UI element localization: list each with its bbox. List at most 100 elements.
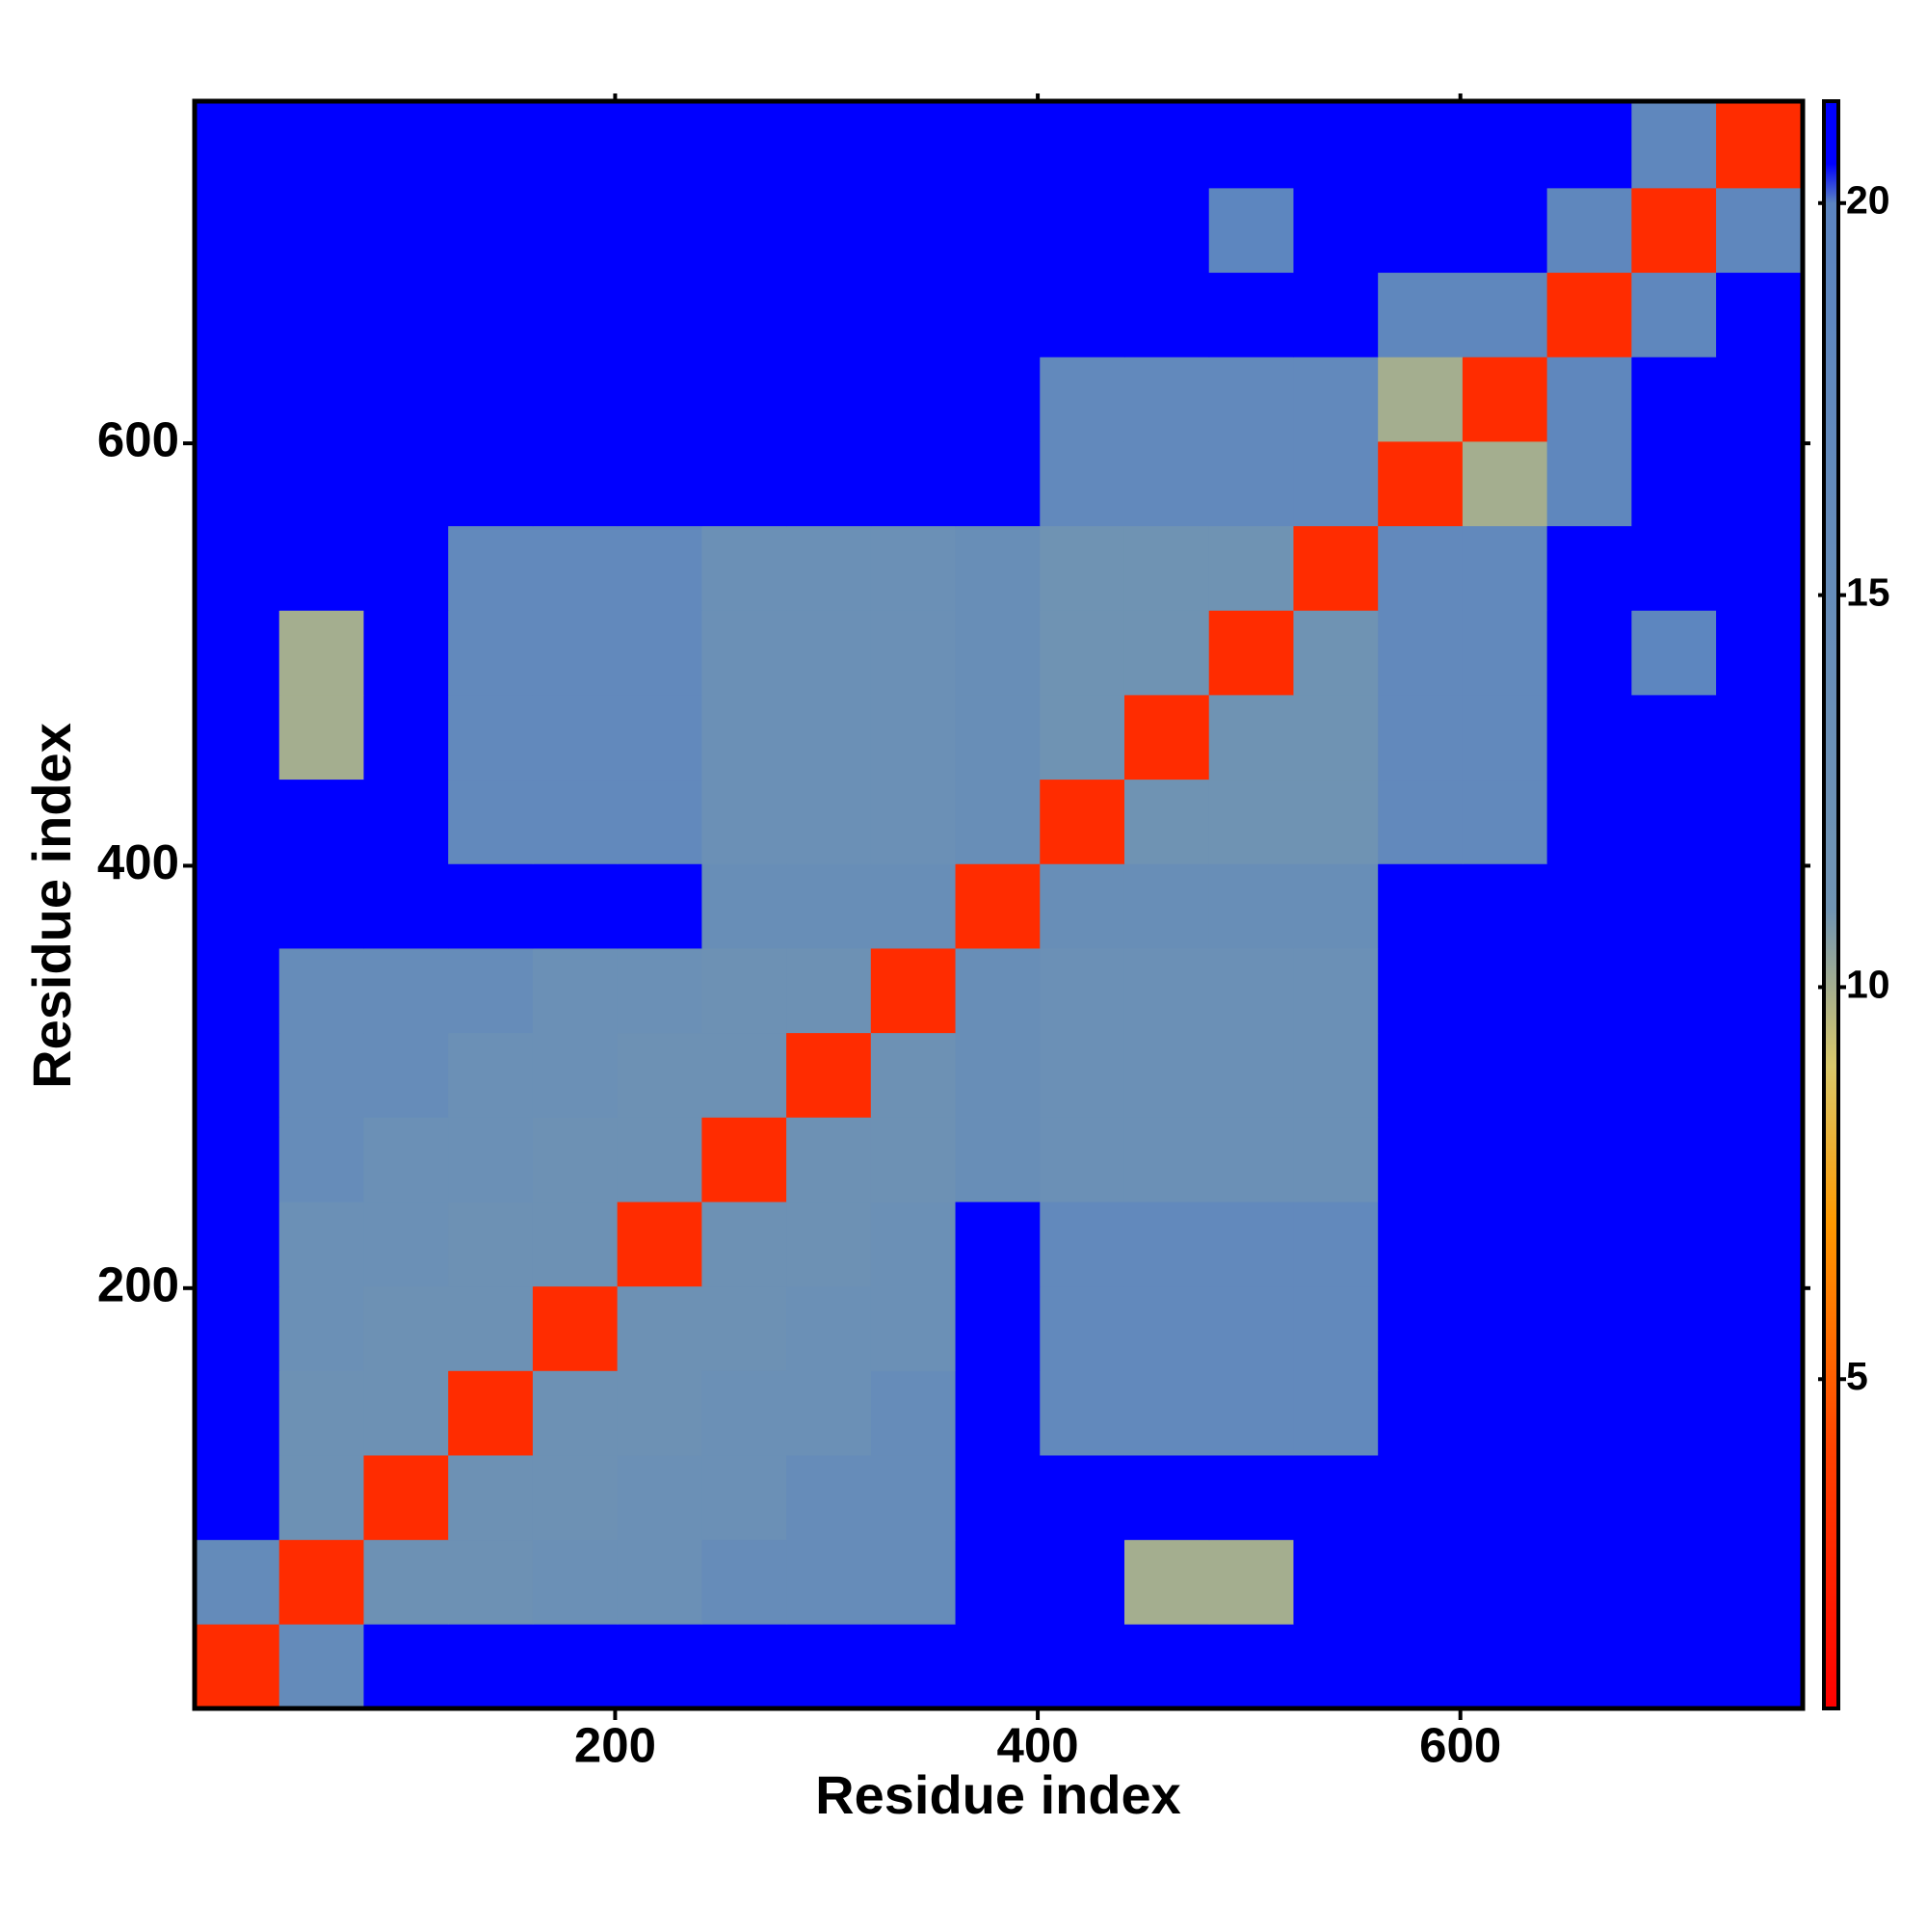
heatmap-cell <box>1546 187 1632 274</box>
heatmap-cell <box>955 1117 1041 1203</box>
heatmap-cell <box>1123 1624 1210 1709</box>
heatmap-cell <box>1631 1370 1717 1456</box>
heatmap-cell <box>1040 187 1125 274</box>
heatmap-cell <box>1208 610 1294 696</box>
heatmap-cell <box>1123 103 1210 189</box>
heatmap-cell <box>1040 694 1125 781</box>
heatmap-cell <box>870 187 957 274</box>
heatmap-cell <box>1208 1370 1294 1456</box>
heatmap-cell <box>870 272 957 357</box>
heatmap-cell <box>1123 187 1210 274</box>
heatmap-cell <box>1716 1539 1802 1625</box>
heatmap-cell <box>1716 779 1802 864</box>
heatmap-cell <box>532 1454 619 1541</box>
colorbar-tick-label: 5 <box>1846 1354 1868 1398</box>
heatmap-cell <box>363 779 449 864</box>
heatmap-cell <box>278 694 364 781</box>
heatmap-cell <box>1716 1454 1802 1541</box>
heatmap-cell <box>532 187 619 274</box>
heatmap-cell <box>195 694 280 781</box>
heatmap-cell <box>1462 863 1548 949</box>
heatmap-cell <box>1462 1454 1548 1541</box>
heatmap-cell <box>701 1285 787 1371</box>
heatmap-cell <box>1293 1201 1379 1287</box>
heatmap-cell <box>1123 1539 1210 1625</box>
heatmap-cell <box>1462 1201 1548 1287</box>
heatmap-cell <box>955 1539 1041 1625</box>
heatmap-cell <box>870 779 957 864</box>
heatmap-cell <box>701 1454 787 1541</box>
heatmap-cell <box>278 779 364 864</box>
heatmap-cell <box>448 1539 534 1625</box>
heatmap-cell <box>1716 610 1802 696</box>
heatmap-cell <box>448 1370 534 1456</box>
heatmap-cell <box>617 525 702 611</box>
heatmap-cell <box>1040 1624 1125 1709</box>
heatmap-cell <box>1208 440 1294 527</box>
heatmap-cell <box>1040 357 1125 442</box>
heatmap-cell <box>870 863 957 949</box>
heatmap-cell <box>1208 357 1294 442</box>
heatmap-cell <box>955 103 1041 189</box>
heatmap-cell <box>870 103 957 189</box>
heatmap-cell <box>195 1032 280 1118</box>
heatmap-cell <box>1462 1370 1548 1456</box>
heatmap-cell <box>278 272 364 357</box>
colorbar <box>1822 99 1840 1710</box>
heatmap-cell <box>1631 187 1717 274</box>
heatmap-cell <box>1123 440 1210 527</box>
heatmap-cell <box>1293 1624 1379 1709</box>
heatmap-cell <box>870 525 957 611</box>
heatmap-cell <box>1378 357 1464 442</box>
heatmap-cell <box>955 863 1041 949</box>
heatmap-cell <box>1462 1285 1548 1371</box>
heatmap-cell <box>786 525 872 611</box>
heatmap-cell <box>786 187 872 274</box>
heatmap-cell <box>701 947 787 1034</box>
heatmap-cell <box>1546 1117 1632 1203</box>
heatmap <box>195 103 1802 1709</box>
heatmap-cell <box>1546 779 1632 864</box>
heatmap-cell <box>955 187 1041 274</box>
heatmap-cell <box>1040 1285 1125 1371</box>
heatmap-cell <box>195 103 280 189</box>
heatmap-cell <box>617 1032 702 1118</box>
x-axis-title: Residue index <box>815 1764 1181 1825</box>
heatmap-cell <box>278 1624 364 1709</box>
y-tick-label: 400 <box>97 834 179 889</box>
heatmap-cell <box>1123 272 1210 357</box>
heatmap-cell <box>1040 272 1125 357</box>
heatmap-cell <box>1208 947 1294 1034</box>
heatmap-cell <box>1378 1370 1464 1456</box>
heatmap-cell <box>1631 272 1717 357</box>
heatmap-cell <box>1716 440 1802 527</box>
heatmap-cell <box>1546 863 1632 949</box>
heatmap-cell <box>363 1285 449 1371</box>
heatmap-cell <box>1123 694 1210 781</box>
heatmap-cell <box>1208 1201 1294 1287</box>
heatmap-cell <box>1293 1117 1379 1203</box>
heatmap-cell <box>532 1032 619 1118</box>
heatmap-cell <box>278 610 364 696</box>
heatmap-cell <box>701 779 787 864</box>
heatmap-cell <box>363 1454 449 1541</box>
heatmap-cell <box>617 103 702 189</box>
heatmap-cell <box>1293 440 1379 527</box>
plot-frame <box>192 98 1806 1711</box>
colorbar-tick-label: 10 <box>1846 962 1890 1006</box>
heatmap-cell <box>363 525 449 611</box>
heatmap-cell <box>1293 694 1379 781</box>
heatmap-cell <box>1208 1032 1294 1118</box>
heatmap-cell <box>1378 863 1464 949</box>
heatmap-cell <box>448 1201 534 1287</box>
colorbar-tick-label: 20 <box>1846 178 1890 223</box>
heatmap-cell <box>617 947 702 1034</box>
heatmap-cell <box>278 1285 364 1371</box>
heatmap-cell <box>870 610 957 696</box>
heatmap-cell <box>195 357 280 442</box>
heatmap-cell <box>363 1370 449 1456</box>
heatmap-cell <box>701 1539 787 1625</box>
heatmap-cell <box>532 1370 619 1456</box>
heatmap-cell <box>363 863 449 949</box>
heatmap-cell <box>786 1117 872 1203</box>
